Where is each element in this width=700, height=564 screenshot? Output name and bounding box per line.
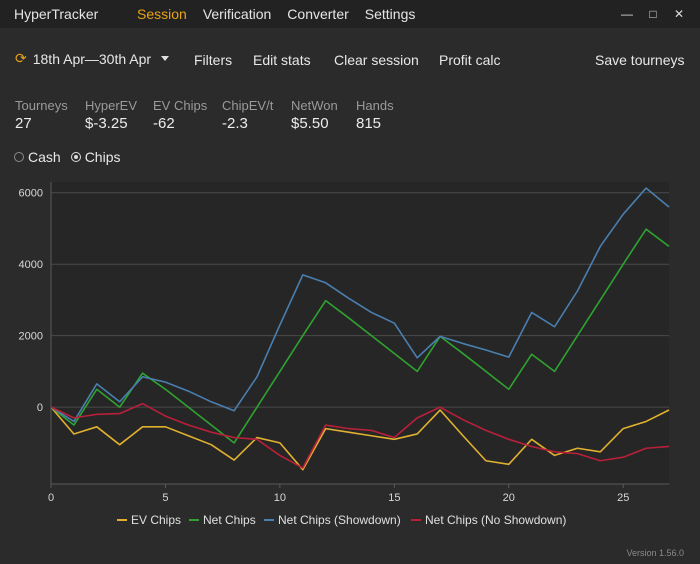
x-tick-label: 5 — [162, 492, 168, 504]
edit-stats-button[interactable]: Edit stats — [253, 52, 311, 68]
stat-hyperev: HyperEV $-3.25 — [85, 98, 137, 132]
chips-radio[interactable]: Chips — [70, 149, 121, 165]
chips-line-chart: 0 2000 4000 6000 0 5 10 15 20 25 EV Chips Net Chips… — [19, 182, 670, 527]
profit-calc-button[interactable]: Profit calc — [439, 52, 501, 68]
legend-label: Net Chips — [203, 513, 256, 527]
nav-verification[interactable]: Verification — [202, 6, 272, 22]
series-line-0 — [50, 406, 670, 471]
stat-label: Hands — [356, 98, 394, 113]
app-name: HyperTracker — [14, 6, 99, 22]
stat-value: $-3.25 — [85, 115, 128, 132]
stat-netwon: NetWon $5.50 — [291, 98, 338, 132]
maximize-button[interactable]: □ — [649, 7, 657, 21]
series-line-1 — [50, 228, 670, 444]
main-nav: Session Verification Converter Settings — [137, 6, 415, 22]
legend-item: Net Chips (No Showdown) — [411, 513, 566, 527]
y-tick-label: 4000 — [19, 259, 43, 271]
nav-session[interactable]: Session — [137, 6, 187, 22]
stat-hands: Hands 815 — [356, 98, 394, 132]
stat-value: $5.50 — [291, 115, 329, 132]
stat-tourneys: Tourneys 27 — [15, 98, 68, 132]
x-tick-label: 20 — [503, 492, 515, 504]
radio-circle[interactable] — [70, 152, 81, 162]
nav-converter[interactable]: Converter — [287, 6, 349, 22]
stat-label: HyperEV — [85, 98, 138, 113]
legend-label: Net Chips (Showdown) — [278, 513, 401, 527]
stat-label: ChipEV/t — [222, 98, 274, 113]
radio-circle[interactable] — [14, 152, 24, 162]
chips-label: Chips — [84, 149, 121, 165]
plot-area — [51, 182, 669, 484]
x-tick-label: 15 — [388, 492, 400, 504]
series-line-3 — [50, 402, 670, 469]
stat-label: EV Chips — [153, 98, 208, 113]
stat-value: 815 — [356, 115, 382, 132]
legend-item: Net Chips — [189, 513, 256, 527]
title-bar: HyperTracker Session Verification Conver… — [0, 0, 700, 28]
y-tick-label: 0 — [37, 402, 43, 414]
legend-item: Net Chips (Showdown) — [264, 513, 401, 527]
stat-label: Tourneys — [15, 98, 68, 113]
stat-value: 27 — [15, 115, 32, 132]
stat-chipev-per-t: ChipEV/t -2.3 — [222, 98, 273, 132]
mode-selector: Cash Chips — [14, 149, 120, 165]
session-toolbar: ⟳ 18th Apr—30th Apr Filters Edit stats C… — [0, 50, 700, 72]
date-range-picker[interactable]: ⟳ 18th Apr—30th Apr — [15, 50, 170, 67]
legend-item: EV Chips — [117, 513, 181, 527]
minimize-button[interactable]: — — [621, 7, 633, 21]
stat-ev-chips: EV Chips -62 — [153, 98, 207, 132]
x-tick-label: 10 — [274, 492, 286, 504]
clear-session-button[interactable]: Clear session — [334, 52, 419, 68]
x-tick-label: 25 — [617, 492, 629, 504]
cash-radio[interactable]: Cash — [14, 149, 61, 165]
date-range-label: 18th Apr—30th Apr — [32, 50, 152, 67]
stat-value: -62 — [153, 115, 175, 132]
y-tick-label: 6000 — [19, 188, 43, 200]
series-line-2 — [50, 187, 670, 423]
version-label: Version 1.56.0 — [626, 548, 684, 558]
chevron-down-icon — [161, 56, 170, 61]
save-tourneys-button[interactable]: Save tourneys — [595, 52, 685, 68]
filters-button[interactable]: Filters — [194, 52, 233, 68]
refresh-icon[interactable]: ⟳ — [15, 50, 27, 66]
close-button[interactable]: ✕ — [673, 7, 685, 21]
window-controls: — □ ✕ — [616, 4, 690, 24]
cash-label: Cash — [28, 149, 61, 165]
legend-label: Net Chips (No Showdown) — [425, 513, 566, 527]
x-tick-label: 0 — [48, 492, 54, 504]
stat-label: NetWon — [291, 98, 338, 113]
stat-value: -2.3 — [222, 115, 248, 132]
legend-label: EV Chips — [131, 513, 181, 527]
y-tick-label: 2000 — [19, 331, 43, 343]
nav-settings[interactable]: Settings — [364, 6, 416, 22]
